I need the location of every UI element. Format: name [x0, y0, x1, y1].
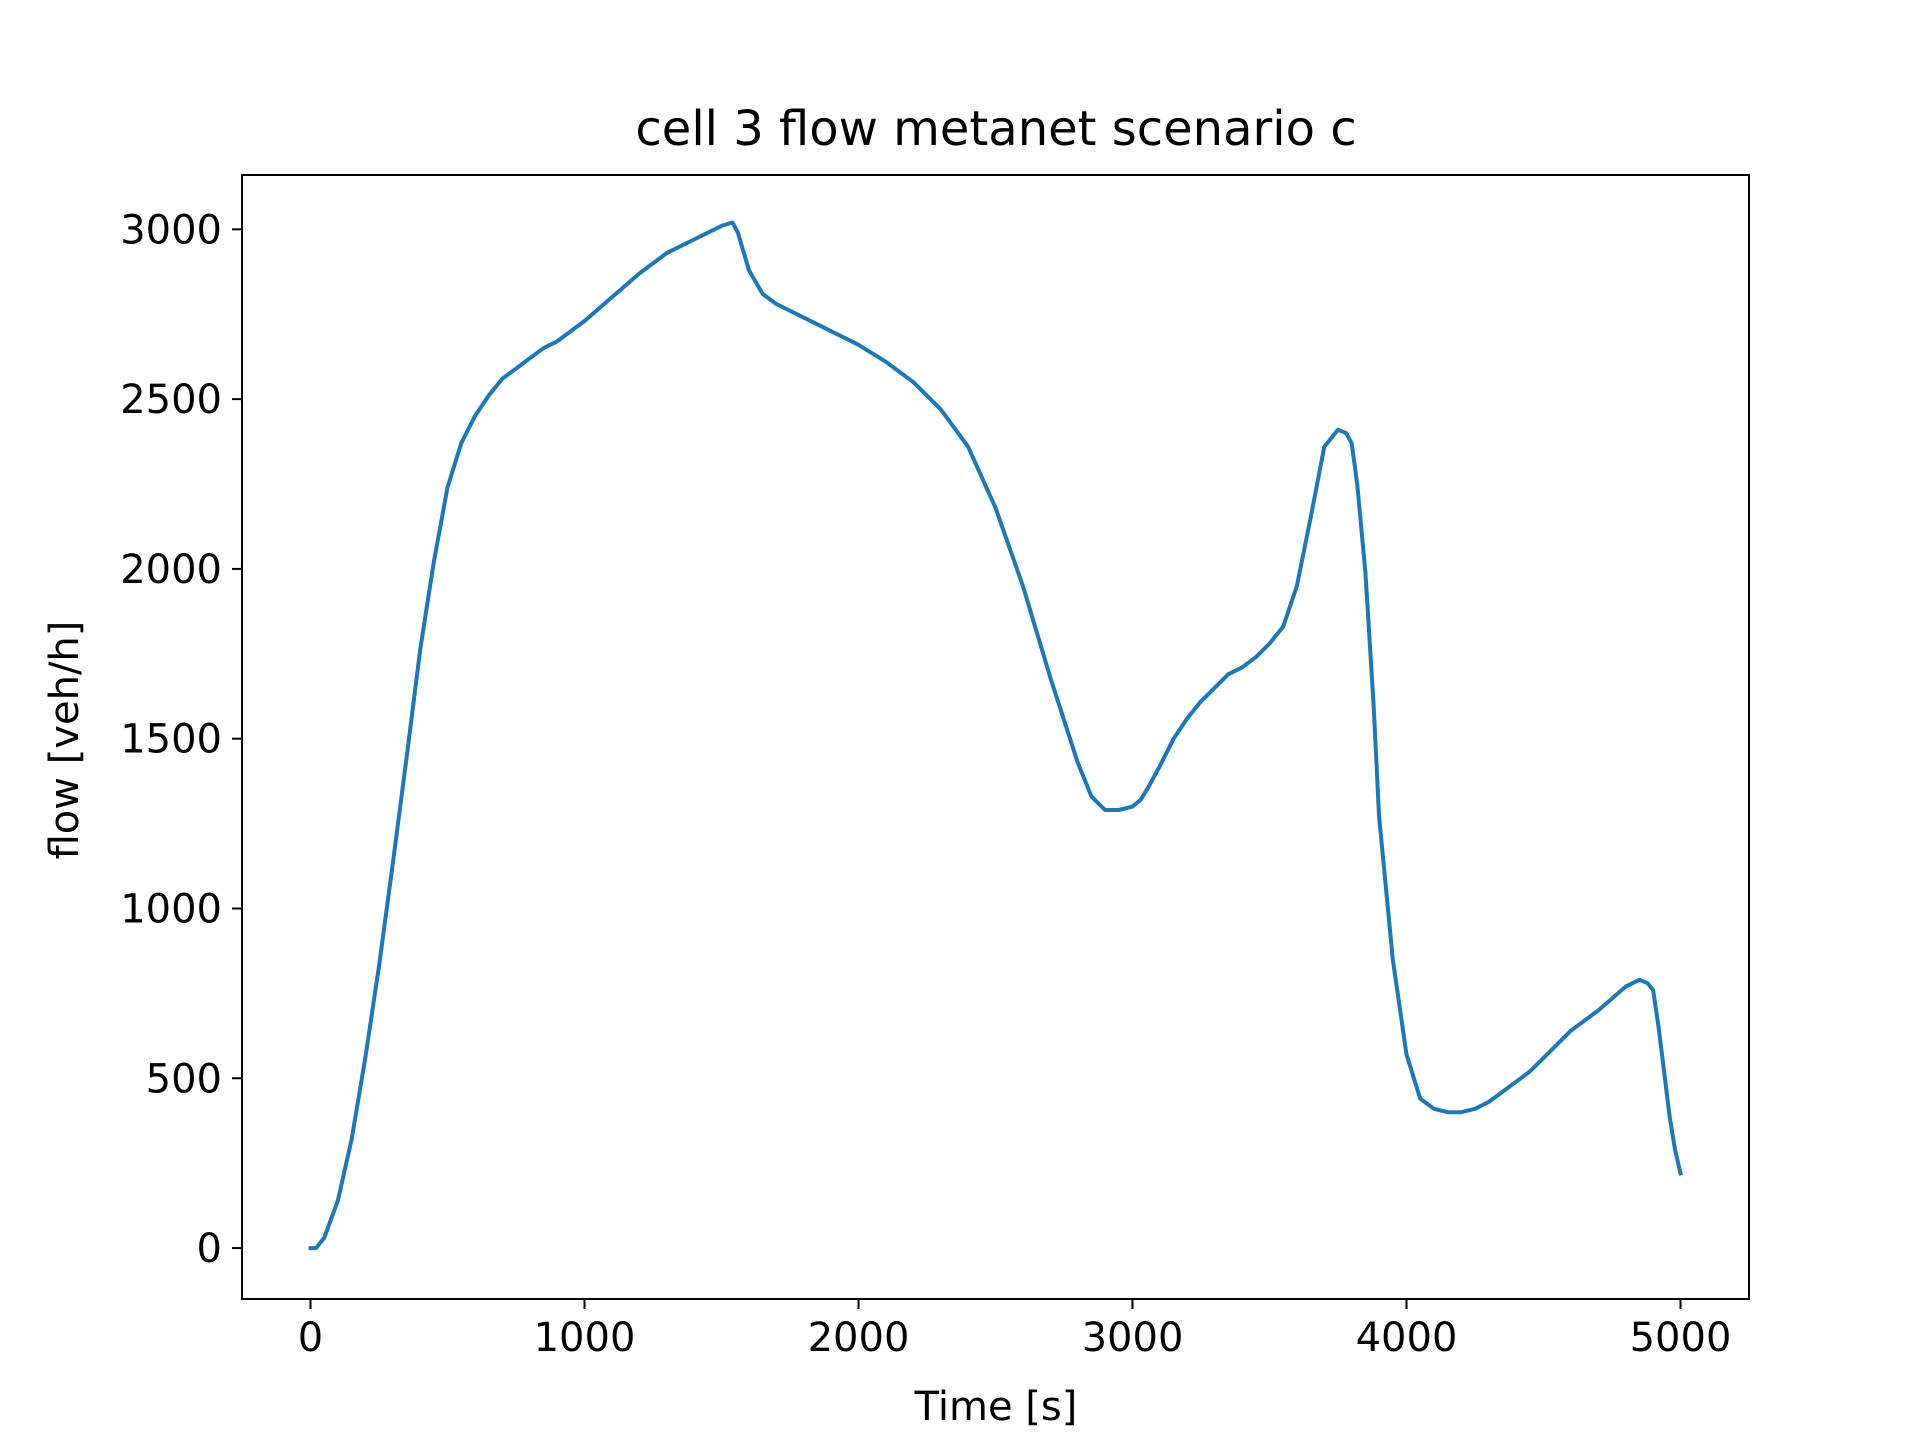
y-tick-label: 2000	[120, 547, 222, 593]
y-tick-label: 1500	[120, 717, 222, 763]
y-tick-label: 3000	[120, 207, 222, 253]
x-tick-label: 4000	[1356, 1315, 1458, 1361]
x-tick-label: 2000	[808, 1315, 910, 1361]
y-axis-ticks: 0 500 1000 1500 2000 2500 3000	[120, 207, 242, 1272]
x-tick-label: 3000	[1082, 1315, 1184, 1361]
x-axis-ticks: 0 1000 2000 3000 4000 5000	[298, 1299, 1732, 1361]
plot-area	[308, 220, 1683, 1251]
y-tick-label: 2500	[120, 377, 222, 423]
x-axis-label: Time [s]	[914, 1384, 1078, 1430]
series-line-0	[308, 220, 1683, 1251]
chart-title: cell 3 flow metanet scenario c	[635, 101, 1356, 157]
y-tick-label: 1000	[120, 886, 222, 932]
x-tick-label: 0	[298, 1315, 323, 1361]
y-axis-label: flow [veh/h]	[42, 621, 88, 860]
x-tick-label: 1000	[534, 1315, 636, 1361]
y-tick-label: 500	[146, 1056, 222, 1102]
y-tick-label: 0	[197, 1226, 222, 1272]
x-tick-label: 5000	[1630, 1315, 1732, 1361]
plot-frame	[241, 174, 1750, 1300]
